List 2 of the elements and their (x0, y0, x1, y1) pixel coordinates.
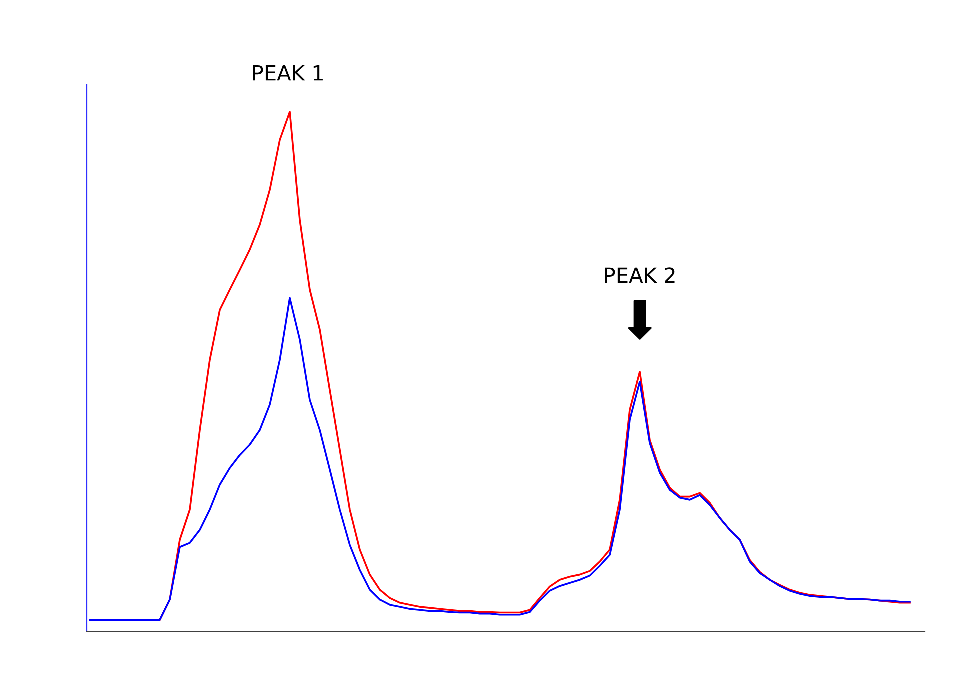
text: PEAK 1 (253, 65, 323, 81)
annotation: PEAK 2 (605, 268, 675, 284)
